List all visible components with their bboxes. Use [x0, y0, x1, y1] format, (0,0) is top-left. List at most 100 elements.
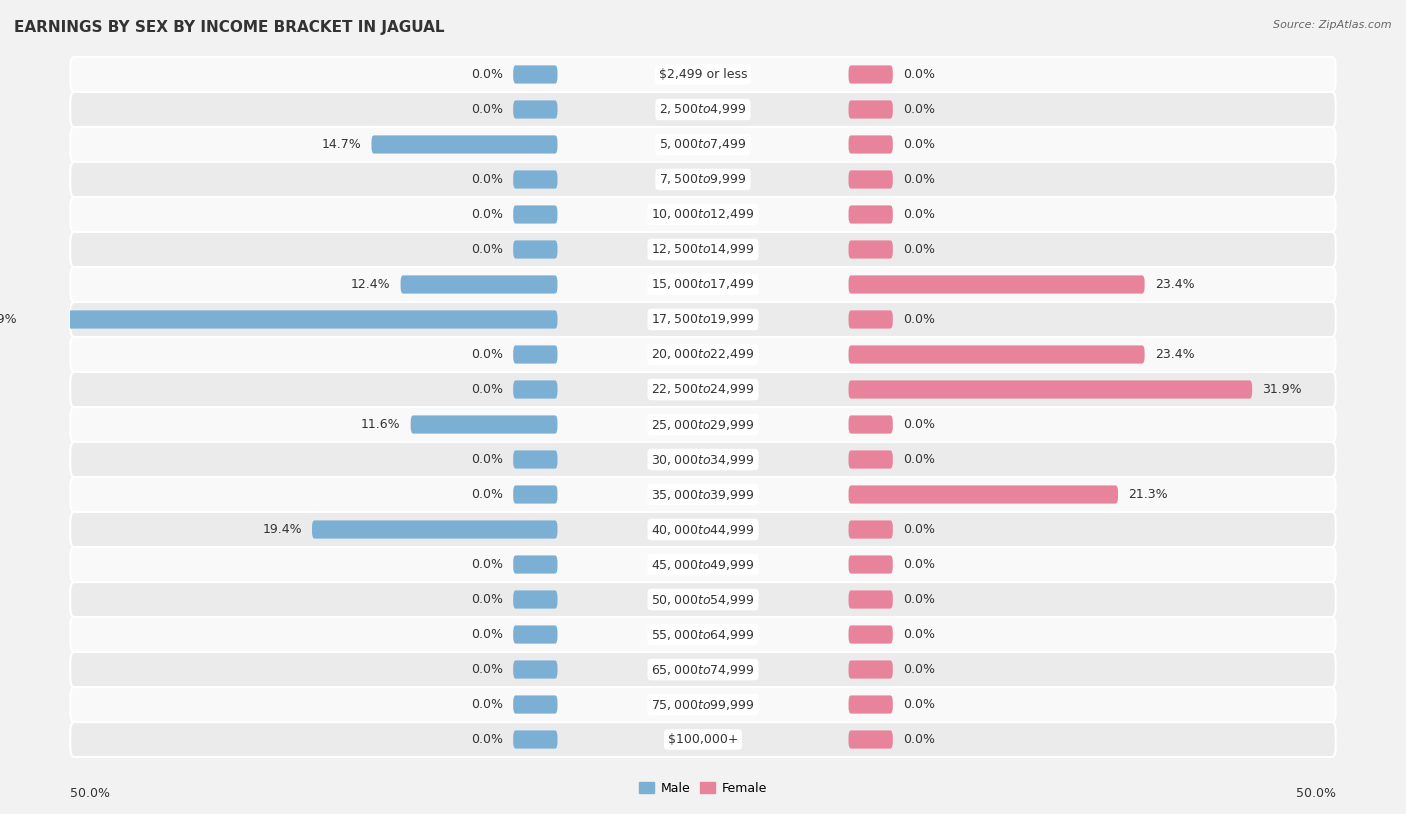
Text: 0.0%: 0.0%	[471, 628, 503, 641]
FancyBboxPatch shape	[513, 450, 558, 469]
Text: 0.0%: 0.0%	[903, 733, 935, 746]
Text: 0.0%: 0.0%	[903, 208, 935, 221]
Text: 0.0%: 0.0%	[903, 138, 935, 151]
FancyBboxPatch shape	[849, 100, 893, 119]
FancyBboxPatch shape	[70, 407, 1336, 442]
Text: 0.0%: 0.0%	[903, 418, 935, 431]
Text: 0.0%: 0.0%	[471, 173, 503, 186]
Text: $25,000 to $29,999: $25,000 to $29,999	[651, 418, 755, 431]
FancyBboxPatch shape	[513, 485, 558, 504]
FancyBboxPatch shape	[849, 520, 893, 539]
Text: 50.0%: 50.0%	[1296, 787, 1336, 800]
FancyBboxPatch shape	[70, 442, 1336, 477]
FancyBboxPatch shape	[70, 337, 1336, 372]
FancyBboxPatch shape	[70, 722, 1336, 757]
FancyBboxPatch shape	[70, 127, 1336, 162]
Text: 0.0%: 0.0%	[471, 558, 503, 571]
Text: $50,000 to $54,999: $50,000 to $54,999	[651, 593, 755, 606]
Text: 0.0%: 0.0%	[471, 348, 503, 361]
Text: 0.0%: 0.0%	[903, 313, 935, 326]
FancyBboxPatch shape	[513, 380, 558, 399]
Text: $2,500 to $4,999: $2,500 to $4,999	[659, 103, 747, 116]
FancyBboxPatch shape	[849, 240, 893, 259]
FancyBboxPatch shape	[849, 170, 893, 189]
Text: 41.9%: 41.9%	[0, 313, 17, 326]
FancyBboxPatch shape	[70, 302, 1336, 337]
Text: 0.0%: 0.0%	[903, 103, 935, 116]
Text: $55,000 to $64,999: $55,000 to $64,999	[651, 628, 755, 641]
Text: 0.0%: 0.0%	[903, 558, 935, 571]
Legend: Male, Female: Male, Female	[634, 777, 772, 800]
FancyBboxPatch shape	[849, 310, 893, 329]
Text: $75,000 to $99,999: $75,000 to $99,999	[651, 698, 755, 711]
FancyBboxPatch shape	[70, 57, 1336, 92]
Text: Source: ZipAtlas.com: Source: ZipAtlas.com	[1274, 20, 1392, 30]
FancyBboxPatch shape	[70, 687, 1336, 722]
Text: 0.0%: 0.0%	[471, 383, 503, 396]
FancyBboxPatch shape	[70, 232, 1336, 267]
Text: 0.0%: 0.0%	[471, 488, 503, 501]
Text: 12.4%: 12.4%	[352, 278, 391, 291]
Text: 0.0%: 0.0%	[471, 663, 503, 676]
FancyBboxPatch shape	[849, 625, 893, 644]
FancyBboxPatch shape	[70, 547, 1336, 582]
Text: $2,499 or less: $2,499 or less	[659, 68, 747, 81]
FancyBboxPatch shape	[401, 275, 558, 294]
Text: $65,000 to $74,999: $65,000 to $74,999	[651, 663, 755, 676]
Text: $10,000 to $12,499: $10,000 to $12,499	[651, 208, 755, 221]
Text: 11.6%: 11.6%	[361, 418, 401, 431]
Text: 0.0%: 0.0%	[471, 243, 503, 256]
Text: $35,000 to $39,999: $35,000 to $39,999	[651, 488, 755, 501]
FancyBboxPatch shape	[312, 520, 558, 539]
Text: $100,000+: $100,000+	[668, 733, 738, 746]
FancyBboxPatch shape	[849, 485, 1118, 504]
Text: 0.0%: 0.0%	[903, 243, 935, 256]
Text: $15,000 to $17,499: $15,000 to $17,499	[651, 278, 755, 291]
FancyBboxPatch shape	[849, 275, 1144, 294]
Text: 21.3%: 21.3%	[1128, 488, 1168, 501]
Text: 0.0%: 0.0%	[903, 663, 935, 676]
Text: $5,000 to $7,499: $5,000 to $7,499	[659, 138, 747, 151]
Text: 23.4%: 23.4%	[1154, 278, 1194, 291]
FancyBboxPatch shape	[513, 100, 558, 119]
Text: 0.0%: 0.0%	[471, 593, 503, 606]
FancyBboxPatch shape	[513, 345, 558, 364]
FancyBboxPatch shape	[70, 617, 1336, 652]
FancyBboxPatch shape	[849, 65, 893, 84]
FancyBboxPatch shape	[513, 730, 558, 749]
FancyBboxPatch shape	[849, 590, 893, 609]
Text: 31.9%: 31.9%	[1263, 383, 1302, 396]
Text: 0.0%: 0.0%	[903, 523, 935, 536]
Text: 14.7%: 14.7%	[322, 138, 361, 151]
Text: $12,500 to $14,999: $12,500 to $14,999	[651, 243, 755, 256]
FancyBboxPatch shape	[411, 415, 557, 434]
Text: 0.0%: 0.0%	[471, 208, 503, 221]
Text: EARNINGS BY SEX BY INCOME BRACKET IN JAGUAL: EARNINGS BY SEX BY INCOME BRACKET IN JAG…	[14, 20, 444, 35]
FancyBboxPatch shape	[513, 240, 558, 259]
FancyBboxPatch shape	[849, 380, 1253, 399]
Text: 0.0%: 0.0%	[471, 68, 503, 81]
Text: $45,000 to $49,999: $45,000 to $49,999	[651, 558, 755, 571]
Text: 0.0%: 0.0%	[471, 698, 503, 711]
FancyBboxPatch shape	[513, 65, 558, 84]
FancyBboxPatch shape	[371, 135, 558, 154]
FancyBboxPatch shape	[849, 695, 893, 714]
Text: $30,000 to $34,999: $30,000 to $34,999	[651, 453, 755, 466]
FancyBboxPatch shape	[27, 310, 558, 329]
Text: 0.0%: 0.0%	[903, 698, 935, 711]
Text: 19.4%: 19.4%	[263, 523, 302, 536]
FancyBboxPatch shape	[513, 205, 558, 224]
FancyBboxPatch shape	[70, 162, 1336, 197]
FancyBboxPatch shape	[70, 582, 1336, 617]
Text: 0.0%: 0.0%	[471, 453, 503, 466]
FancyBboxPatch shape	[70, 652, 1336, 687]
FancyBboxPatch shape	[849, 345, 1144, 364]
Text: 50.0%: 50.0%	[70, 787, 110, 800]
FancyBboxPatch shape	[70, 92, 1336, 127]
FancyBboxPatch shape	[849, 135, 893, 154]
FancyBboxPatch shape	[849, 415, 893, 434]
Text: $17,500 to $19,999: $17,500 to $19,999	[651, 313, 755, 326]
Text: 0.0%: 0.0%	[471, 733, 503, 746]
FancyBboxPatch shape	[513, 660, 558, 679]
FancyBboxPatch shape	[70, 512, 1336, 547]
